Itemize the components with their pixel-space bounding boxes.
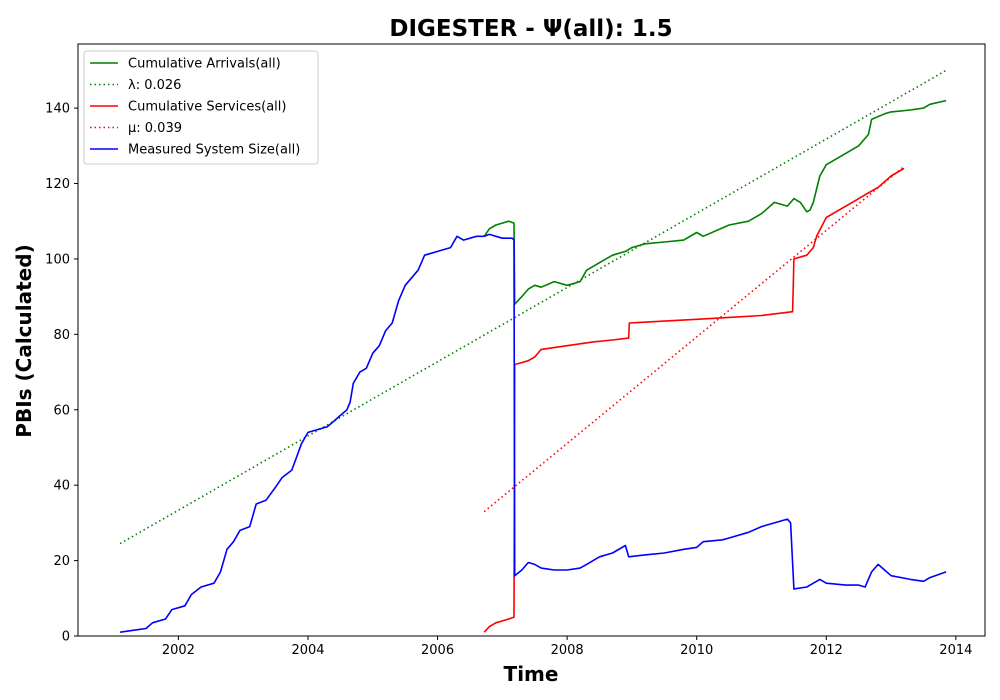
y-tick-label: 60 — [53, 403, 70, 418]
plot-frame — [77, 43, 986, 637]
legend-label-2: Cumulative Services(all) — [128, 100, 286, 115]
series-line-4 — [119, 233, 947, 633]
series-line-0 — [483, 99, 947, 306]
y-tick-label: 0 — [62, 630, 70, 645]
x-tick-label: 2008 — [551, 643, 584, 658]
legend: Cumulative Arrivals(all) λ: 0.026 Cumulati… — [83, 50, 319, 165]
series-layer — [119, 69, 947, 633]
x-tick-label: 2010 — [680, 643, 713, 658]
x-tick-label: 2002 — [162, 643, 195, 658]
x-tick-label: 2012 — [810, 643, 843, 658]
y-tick-label: 20 — [53, 554, 70, 569]
series-line-1 — [119, 69, 947, 545]
y-axis: 0 20 40 60 80 100 120 140 — [45, 102, 78, 645]
y-tick-label: 40 — [53, 479, 70, 494]
y-tick-label: 140 — [45, 102, 70, 117]
y-tick-label: 120 — [45, 177, 70, 192]
legend-label-0: Cumulative Arrivals(all) — [128, 57, 281, 72]
legend-label-4: Measured System Size(all) — [128, 143, 300, 158]
y-tick-label: 100 — [45, 252, 70, 267]
legend-label-3: μ: 0.039 — [128, 121, 182, 136]
x-tick-label: 2004 — [291, 643, 324, 658]
series-line-3 — [483, 165, 905, 513]
y-tick-label: 80 — [53, 328, 70, 343]
x-axis: 2002 2004 2006 2008 2010 2012 2014 — [162, 636, 972, 658]
y-axis-title: PBIs (Calculated) — [12, 244, 36, 437]
legend-label-1: λ: 0.026 — [128, 78, 181, 93]
x-tick-label: 2006 — [421, 643, 454, 658]
x-axis-title: Time — [504, 662, 559, 686]
chart-title: DIGESTER - Ψ(all): 1.5 — [389, 16, 672, 42]
x-tick-label: 2014 — [939, 643, 972, 658]
legend-box — [83, 50, 319, 165]
